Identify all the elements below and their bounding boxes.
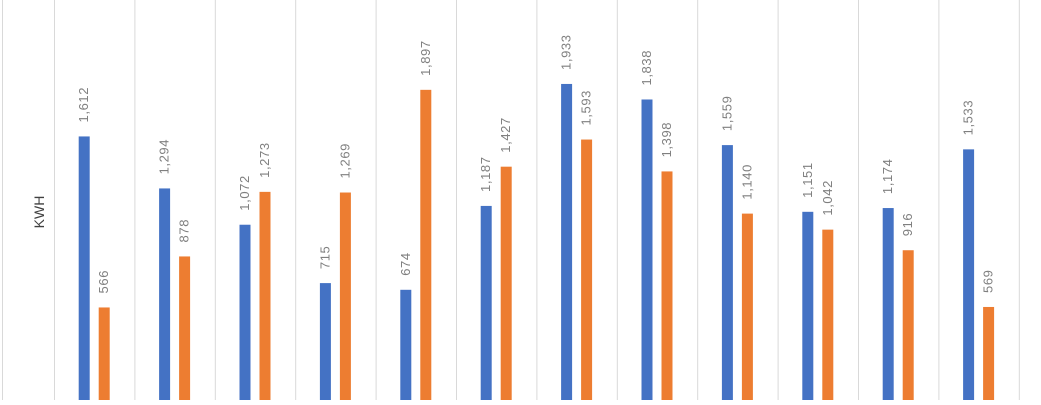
data-label-series-1-7: 1,933 [559,34,574,70]
category-gridlines [2,0,1020,400]
bar-series-2-4 [339,192,351,400]
data-label-series-2-8: 1,398 [659,122,674,158]
data-label-series-1-6: 1,187 [478,156,493,192]
bar-series-1-5 [400,289,412,400]
bar-series-2-7 [581,139,593,400]
data-label-series-1-5: 674 [398,252,413,276]
data-label-series-2-3: 1,273 [257,142,272,178]
data-label-series-2-10: 1,042 [820,180,835,216]
data-label-series-1-8: 1,838 [639,50,654,86]
bar-series-1-4 [319,283,331,400]
data-label-series-2-1: 566 [96,270,111,294]
data-label-series-1-12: 1,533 [961,100,976,136]
data-labels: 1,612 1,294 1,072 715 674 1,187 1,933 1,838 1,55… [76,34,995,293]
data-label-series-2-11: 916 [900,213,915,237]
bar-series-1-12 [963,149,975,400]
data-label-series-1-3: 1,072 [237,175,252,211]
bar-series-2-9 [741,213,753,400]
data-label-series-1-10: 1,151 [800,162,815,198]
data-label-series-1-4: 715 [317,246,332,270]
data-label-series-2-2: 878 [177,219,192,243]
bar-series-1-6 [480,205,492,400]
bar-series-1-9 [721,145,733,400]
bar-series-2-6 [500,166,512,400]
bar-series-2-5 [420,89,432,400]
data-label-series-1-1: 1,612 [76,87,91,123]
bar-series-2-10 [822,229,834,400]
bar-series-2-11 [902,250,914,400]
data-label-series-2-9: 1,140 [739,164,754,200]
data-label-series-2-5: 1,897 [418,40,433,76]
data-label-series-2-12: 569 [981,269,996,293]
bar-series-2-2 [179,256,191,400]
bar-series-2-8 [661,171,673,400]
data-label-series-2-7: 1,593 [579,90,594,126]
data-label-series-2-6: 1,427 [498,117,513,153]
y-axis-title: KWH [31,196,47,229]
data-label-series-1-11: 1,174 [880,159,895,195]
data-label-series-2-4: 1,269 [337,143,352,179]
data-label-series-1-9: 1,559 [719,96,734,132]
bar-series-1-10 [802,211,814,400]
bar-series-2-12 [983,306,995,400]
bar-series-1-11 [882,208,894,400]
bar-series-1-7 [561,83,573,400]
bars [78,83,995,401]
bar-series-1-1 [78,136,90,401]
bar-series-1-8 [641,99,653,400]
bar-series-2-1 [98,307,110,400]
bar-series-1-3 [239,224,251,400]
bar-series-2-3 [259,191,271,400]
bar-series-1-2 [159,188,171,400]
data-label-series-1-2: 1,294 [157,139,172,175]
